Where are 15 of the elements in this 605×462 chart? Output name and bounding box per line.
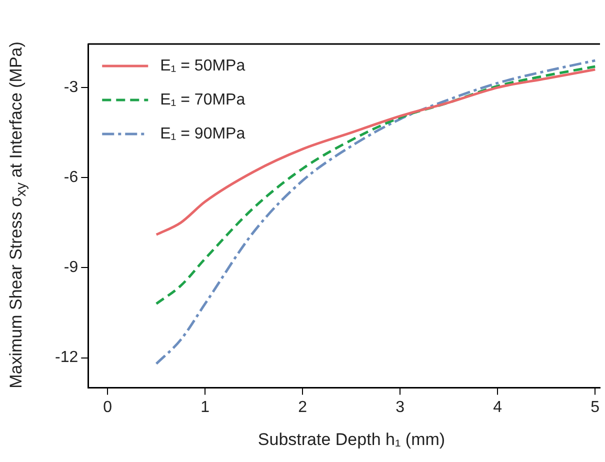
line-series (155, 59, 596, 366)
x-axis-title: Substrate Depth h₁ (mm) (256, 430, 446, 450)
x-tick-label: 3 (396, 398, 405, 416)
x-tick-label: 5 (590, 398, 600, 416)
y-tick-label: -12 (55, 349, 78, 366)
legend-label: E₁ = 70MPa (160, 91, 246, 108)
x-tick-label: 2 (298, 398, 308, 416)
y-tick-label: -6 (64, 169, 78, 186)
x-tick-label: 0 (103, 398, 112, 416)
legend-label: E₁ = 50MPa (160, 57, 246, 74)
legend-label: E₁ = 90MPa (160, 125, 246, 142)
x-tick-label: 1 (200, 398, 210, 416)
x-tick-label: 4 (493, 398, 502, 416)
y-tick-label: -9 (64, 259, 78, 276)
y-tick-label: -3 (64, 78, 78, 96)
